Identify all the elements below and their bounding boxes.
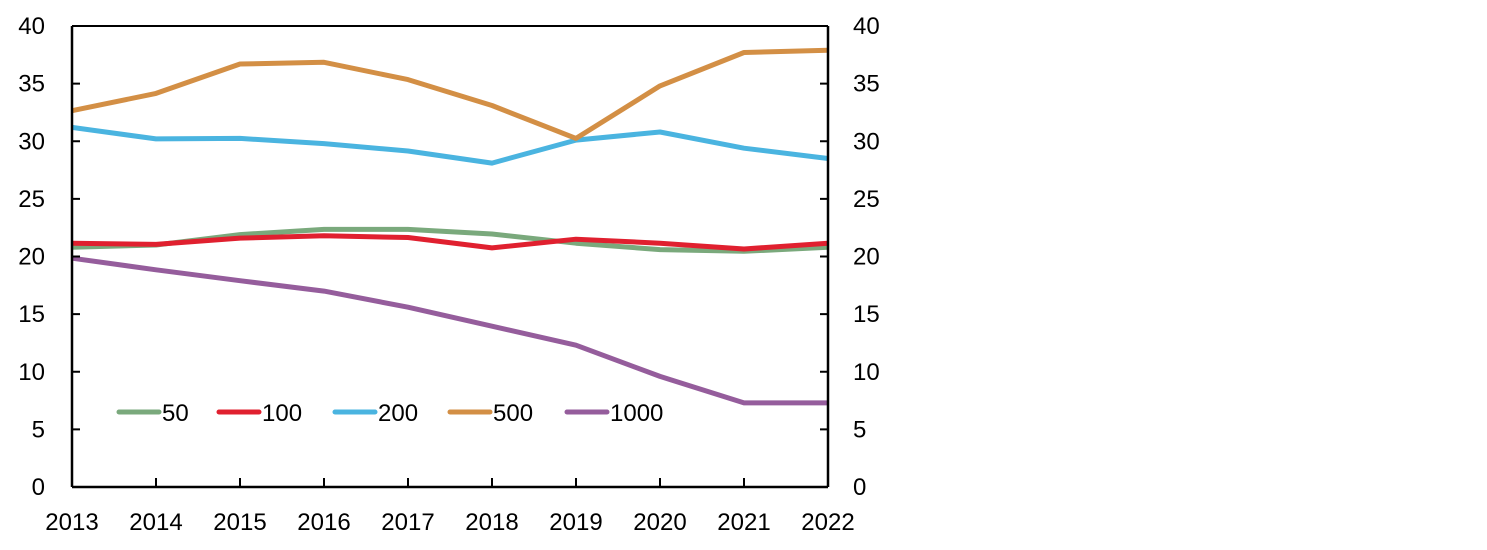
y-tick-label-left: 40 — [18, 13, 45, 40]
x-tick-label: 2015 — [213, 509, 266, 536]
x-tick-label: 2018 — [465, 509, 518, 536]
x-tick-label: 2019 — [549, 509, 602, 536]
y-tick-label-left: 30 — [18, 128, 45, 155]
y-tick-label-right: 0 — [853, 474, 866, 501]
legend-item-200: 200 — [332, 400, 418, 427]
legend-item-50: 50 — [116, 400, 189, 427]
series-line-200 — [71, 124, 829, 166]
series-line-100 — [71, 233, 829, 252]
y-tick-label-left: 10 — [18, 359, 45, 386]
series-layer — [71, 47, 829, 406]
y-tick-label-left: 35 — [18, 71, 45, 98]
x-tick-label: 2013 — [45, 509, 98, 536]
legend-label: 200 — [378, 400, 418, 427]
ticks-layer — [72, 82, 828, 487]
x-tick-label: 2021 — [717, 509, 770, 536]
y-tick-label-left: 20 — [18, 244, 45, 271]
legend: 50 100 200 500 1000 — [116, 400, 663, 427]
x-tick-label: 2016 — [297, 509, 350, 536]
y-tick-label-left: 0 — [32, 474, 45, 501]
y-tick-label-right: 15 — [853, 301, 880, 328]
legend-label: 1000 — [610, 400, 663, 427]
y-tick-label-left: 15 — [18, 301, 45, 328]
series-line-500 — [71, 47, 829, 141]
legend-item-500: 500 — [447, 400, 533, 427]
x-tick-label: 2014 — [129, 509, 182, 536]
y-tick-label-right: 30 — [853, 128, 880, 155]
y-tick-label-right: 10 — [853, 359, 880, 386]
y-tick-label-right: 25 — [853, 186, 880, 213]
series-line-1000 — [71, 255, 828, 406]
y-tick-label-right: 5 — [853, 416, 866, 443]
legend-label: 50 — [162, 400, 189, 427]
y-tick-label-left: 5 — [32, 416, 45, 443]
y-tick-label-right: 40 — [853, 13, 880, 40]
x-tick-label: 2022 — [801, 509, 854, 536]
y-tick-label-left: 25 — [18, 186, 45, 213]
legend-item-1000: 1000 — [564, 400, 663, 427]
x-tick-label: 2020 — [633, 509, 686, 536]
legend-label: 100 — [262, 400, 302, 427]
x-tick-label: 2017 — [381, 509, 434, 536]
legend-label: 500 — [493, 400, 533, 427]
y-tick-label-right: 20 — [853, 244, 880, 271]
legend-item-100: 100 — [216, 400, 302, 427]
y-tick-label-right: 35 — [853, 71, 880, 98]
